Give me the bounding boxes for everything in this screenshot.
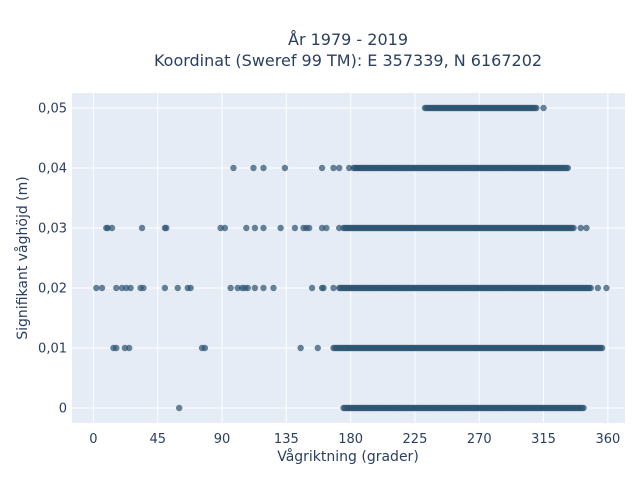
data-point (577, 224, 584, 232)
data-point (113, 344, 120, 352)
y-tick-label: 0,03 (38, 222, 67, 237)
data-point (580, 404, 587, 412)
data-point (98, 284, 106, 292)
data-point (583, 224, 590, 232)
data-point (260, 284, 267, 292)
data-point (125, 344, 133, 352)
data-point (270, 284, 277, 292)
data-point (570, 224, 577, 232)
data-point (138, 224, 146, 232)
data-point (230, 164, 237, 172)
y-tick-label: 0,02 (38, 282, 67, 297)
data-point (174, 284, 181, 292)
x-tick-label: 360 (595, 432, 620, 447)
data-point (161, 284, 169, 292)
data-point (281, 164, 289, 172)
data-point (108, 224, 116, 232)
y-tick-label: 0,01 (38, 342, 67, 357)
data-point (291, 224, 299, 232)
data-point (93, 284, 100, 292)
y-axis-ticks: 0 0,01 0,02 0,03 0,04 0,05 (38, 102, 67, 417)
data-points (93, 104, 610, 412)
data-point (140, 284, 147, 292)
data-point (336, 224, 343, 232)
data-point (603, 284, 610, 292)
data-point (318, 164, 326, 172)
plot-area (72, 93, 625, 423)
x-tick-label: 0 (89, 432, 97, 447)
data-point (564, 164, 572, 172)
data-point (336, 164, 343, 172)
data-point (201, 344, 209, 352)
data-point (227, 284, 234, 292)
data-point (306, 224, 313, 232)
data-point (330, 284, 337, 292)
data-point (320, 284, 327, 292)
x-axis-title: Vågriktning (grader) (277, 448, 419, 465)
x-tick-label: 180 (338, 432, 363, 447)
data-point (260, 164, 267, 172)
x-tick-label: 270 (467, 432, 492, 447)
y-axis-title: Signifikant våghöjd (m) (14, 176, 31, 339)
x-tick-label: 315 (531, 432, 556, 447)
data-point (251, 224, 259, 232)
data-point (346, 164, 353, 172)
data-point (308, 284, 316, 292)
data-point (221, 224, 229, 232)
data-point (163, 224, 170, 232)
chart-subtitle: Koordinat (Sweref 99 TM): E 357339, N 61… (154, 51, 542, 70)
data-point (323, 224, 330, 232)
data-point (594, 284, 602, 292)
data-point (533, 104, 540, 112)
x-tick-label: 90 (214, 432, 231, 447)
data-point (187, 284, 194, 292)
x-tick-label: 45 (149, 432, 166, 447)
x-tick-label: 135 (274, 432, 299, 447)
data-point (277, 224, 284, 232)
data-point (260, 224, 267, 232)
data-point (127, 284, 134, 292)
data-point (297, 344, 304, 352)
y-tick-label: 0,04 (38, 162, 67, 177)
data-point (250, 164, 257, 172)
data-point (598, 344, 606, 352)
y-tick-label: 0 (59, 402, 67, 417)
data-point (314, 344, 321, 352)
chart-title: År 1979 - 2019 (288, 30, 408, 49)
x-axis-ticks: 0 45 90 135 180 225 270 315 360 (89, 432, 620, 447)
y-tick-label: 0,05 (38, 102, 67, 117)
data-point (175, 404, 183, 412)
data-point (587, 284, 594, 292)
data-point (251, 284, 259, 292)
data-point (243, 224, 250, 232)
data-point (244, 284, 251, 292)
data-point (113, 284, 120, 292)
data-point (540, 104, 547, 112)
x-tick-label: 225 (403, 432, 428, 447)
data-point (330, 164, 337, 172)
